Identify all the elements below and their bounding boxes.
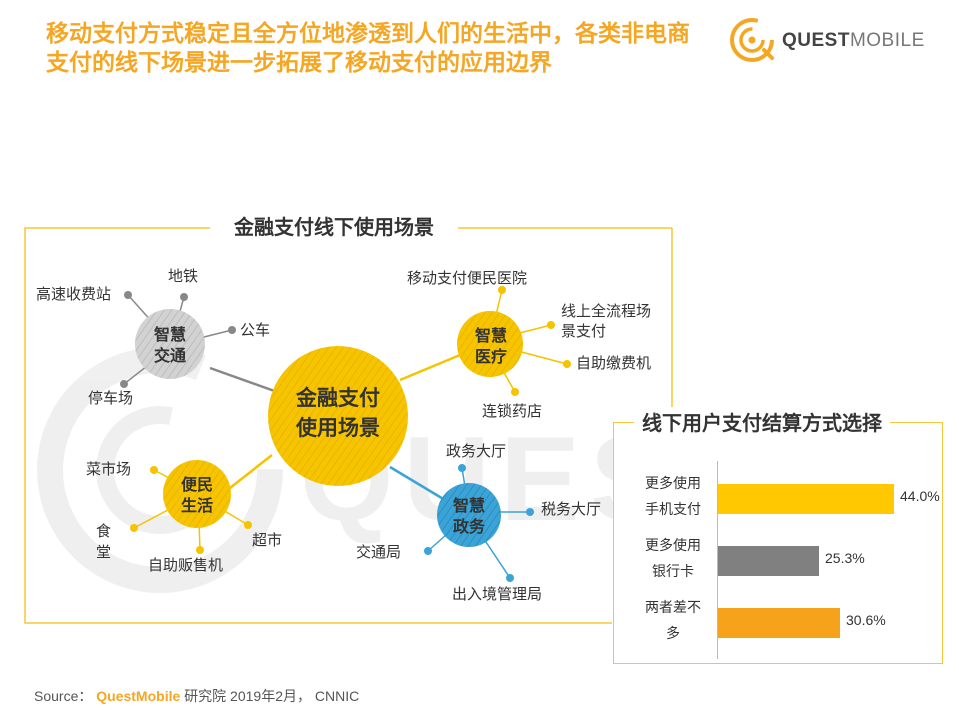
leaf-dot xyxy=(458,464,466,472)
hub-gov-label-2: 政务 xyxy=(453,517,486,536)
leaf-label: 停车场 xyxy=(88,389,133,407)
questmobile-logo-icon xyxy=(730,18,774,62)
source-prefix: Source： xyxy=(34,688,93,704)
bar xyxy=(718,546,819,576)
bar-category-label-line2: 多 xyxy=(666,626,680,642)
hub-gov-label-1: 智慧 xyxy=(453,496,485,515)
leaf-label: 菜市场 xyxy=(86,460,131,478)
leaf-dot xyxy=(228,326,236,334)
hub-medical xyxy=(457,311,523,377)
hub-life-label-1: 便民 xyxy=(181,475,213,494)
leaf-dot xyxy=(498,286,506,294)
leaf-dot xyxy=(150,466,158,474)
bar-category-label-line1: 更多使用 xyxy=(645,476,701,492)
leaf-label: 自助贩售机 xyxy=(148,556,223,574)
leaf-label: 交通局 xyxy=(356,543,401,561)
bar-row: 更多使用银行卡 25.3% xyxy=(614,533,944,585)
leaf-dot xyxy=(424,547,432,555)
bar-value-label: 30.6% xyxy=(846,612,886,628)
bar xyxy=(718,484,894,514)
leaf-label: 超市 xyxy=(252,531,282,549)
panel-title: 线下用户支付结算方式选择 xyxy=(634,407,890,436)
bar-row: 两者差不多 30.6% xyxy=(614,595,944,647)
leaf-label: 移动支付便民医院 xyxy=(407,269,527,287)
leaf-dot xyxy=(506,574,514,582)
leaf-dot xyxy=(511,388,519,396)
hub-life-label-2: 生活 xyxy=(181,496,213,515)
bar-category-label: 更多使用 银行卡 xyxy=(634,533,712,585)
page-title-line1: 移动支付方式稳定且全方位地渗透到人们的生活中，各类非电商 xyxy=(46,21,690,47)
leaf-dot xyxy=(124,291,132,299)
leaf-label: 高速收费站 xyxy=(36,285,111,303)
hub-medical-label-2: 医疗 xyxy=(475,347,507,366)
bar-category-label: 更多使用 手机支付 xyxy=(634,471,712,523)
page-title: 移动支付方式稳定且全方位地渗透到人们的生活中，各类非电商 支付的线下场景进一步拓… xyxy=(46,20,736,78)
bar-value-label: 25.3% xyxy=(825,550,865,566)
bar-category-label-line1: 两者差不 xyxy=(645,600,701,616)
leaf-label: 地铁 xyxy=(168,267,198,285)
hub-transport-label-1: 智慧 xyxy=(154,325,186,344)
logo-wordmark-bold: QUEST xyxy=(782,30,850,51)
bar-category-label-line2: 手机支付 xyxy=(645,502,701,518)
hub-center-label-2: 使用场景 xyxy=(295,416,380,440)
hub-medical-label-1: 智慧 xyxy=(475,326,507,345)
bar-value-label: 44.0% xyxy=(900,488,940,504)
leaf-label: 线上全流程场 xyxy=(561,302,651,320)
hub-transport-label-2: 交通 xyxy=(154,346,186,365)
hub-transport xyxy=(135,309,205,379)
leaf-label: 出入境管理局 xyxy=(452,585,542,603)
source-rest: 研究院 2019年2月， CNNIC xyxy=(184,688,360,704)
logo-wordmark: QUESTMOBILE xyxy=(782,30,925,52)
bar xyxy=(718,608,840,638)
source-brand: QuestMobile xyxy=(96,688,181,704)
connector-gov xyxy=(389,465,446,502)
diagram-title: 金融支付线下使用场景 xyxy=(233,215,434,239)
leaf-label: 连锁药店 xyxy=(482,402,542,420)
leaf-dot xyxy=(130,524,138,532)
bar-category-label-line2: 银行卡 xyxy=(652,564,694,580)
connector-medical xyxy=(399,353,461,382)
connector-transport xyxy=(209,366,281,395)
source-note: Source： QuestMobile 研究院 2019年2月， CNNIC xyxy=(34,686,359,706)
connector-life xyxy=(229,454,273,489)
leaf-dot xyxy=(180,293,188,301)
leaf-label: 政务大厅 xyxy=(446,442,506,460)
leaf-dot xyxy=(120,380,128,388)
page-title-line2: 支付的线下场景进一步拓展了移动支付的应用边界 xyxy=(46,50,552,76)
leaf-label: 景支付 xyxy=(561,322,606,340)
leaf-dot xyxy=(547,321,555,329)
bar-axis-line xyxy=(717,461,718,659)
leaf-dot xyxy=(196,546,204,554)
hub-center-label-1: 金融支付 xyxy=(295,386,380,410)
payment-choice-panel: 线下用户支付结算方式选择 更多使用 手机支付 44.0% 更多使用 银行卡 25.3% 两者… xyxy=(613,407,944,664)
leaf-dot xyxy=(244,521,252,529)
hub-center xyxy=(268,346,408,486)
leaf-dot xyxy=(563,360,571,368)
logo-wordmark-thin: MOBILE xyxy=(849,30,925,51)
leaf-dot xyxy=(526,508,534,516)
bar-row: 更多使用手机支付 44.0% xyxy=(614,471,944,523)
hub-life xyxy=(163,460,231,528)
diagram-frame xyxy=(24,227,673,624)
leaf-label: 自助缴费机 xyxy=(576,354,651,372)
leaf-label: 税务大厅 xyxy=(541,500,601,518)
bar-category-label-line1: 更多使用 xyxy=(645,538,701,554)
leaf-label: 堂 xyxy=(96,543,111,561)
hub-gov xyxy=(437,483,501,547)
bar-category-label: 两者差不多 xyxy=(634,595,712,647)
leaf-label: 食 xyxy=(96,522,111,540)
leaf-label: 公车 xyxy=(240,321,270,339)
